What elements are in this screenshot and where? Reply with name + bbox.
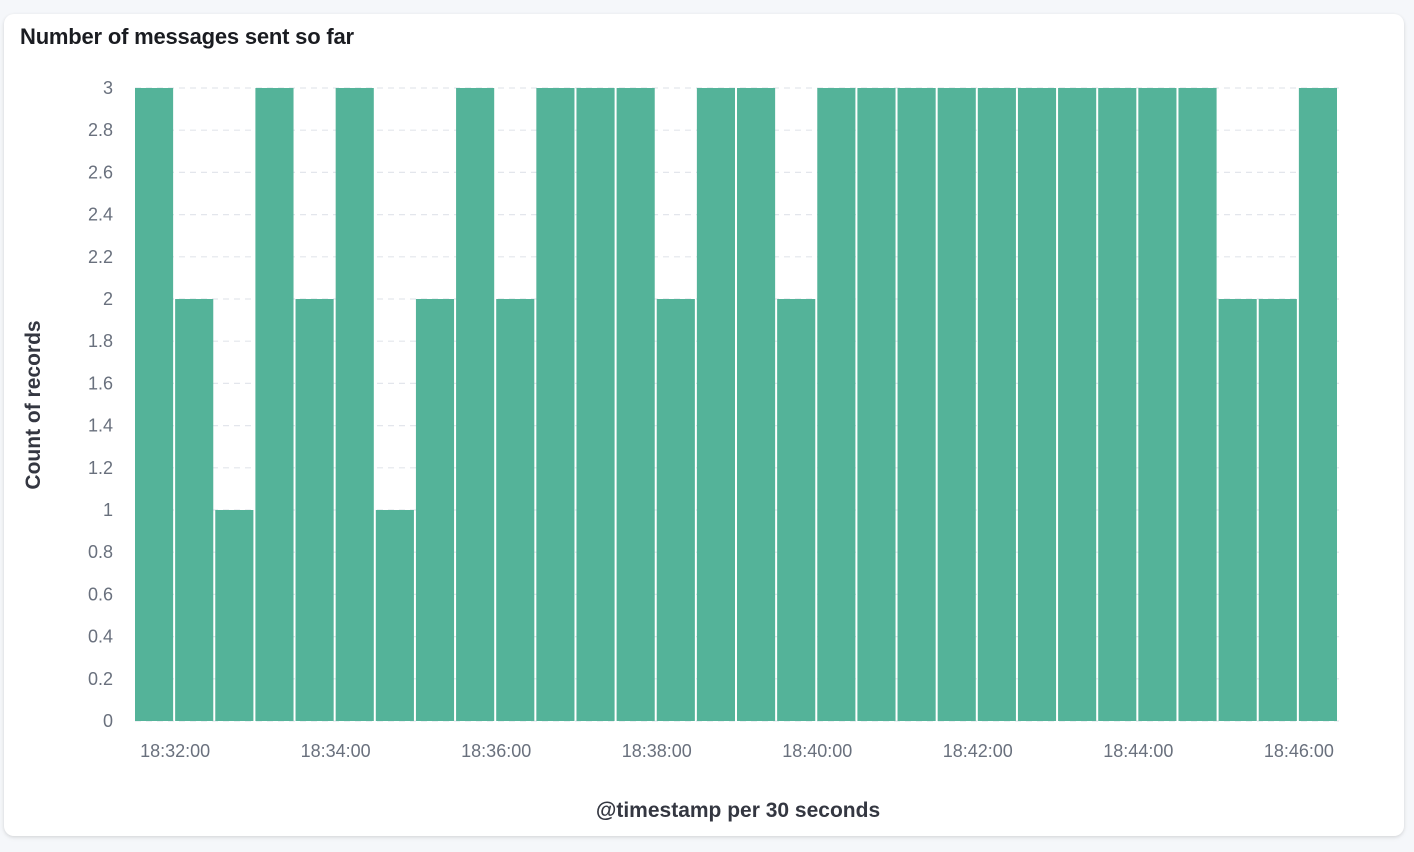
- y-tick-label: 1.6: [88, 373, 113, 393]
- bar[interactable]: [817, 88, 856, 721]
- y-tick-label: 2.8: [88, 120, 113, 140]
- y-tick-label: 0.2: [88, 669, 113, 689]
- bar[interactable]: [897, 88, 936, 721]
- x-tick-label: 18:44:00: [1103, 741, 1173, 761]
- y-tick-label: 0.6: [88, 584, 113, 604]
- x-tick-label: 18:46:00: [1264, 741, 1334, 761]
- bar[interactable]: [1017, 88, 1057, 721]
- bar[interactable]: [977, 88, 1016, 721]
- y-axis-title: Count of records: [22, 320, 45, 489]
- bar[interactable]: [255, 88, 294, 721]
- x-tick-label: 18:38:00: [622, 741, 692, 761]
- x-tick-label: 18:42:00: [943, 741, 1013, 761]
- bars-group: [135, 88, 1337, 721]
- y-tick-label: 1.4: [88, 416, 113, 436]
- bar[interactable]: [295, 299, 334, 721]
- y-tick-label: 0: [103, 711, 113, 731]
- bar[interactable]: [496, 299, 535, 721]
- x-tick-label: 18:32:00: [140, 741, 210, 761]
- bar[interactable]: [375, 510, 414, 721]
- bar[interactable]: [737, 88, 776, 721]
- y-tick-label: 2: [103, 289, 113, 309]
- bar[interactable]: [135, 88, 174, 721]
- y-tick-label: 1: [103, 500, 113, 520]
- bar[interactable]: [576, 88, 615, 721]
- bar[interactable]: [175, 299, 214, 721]
- bar[interactable]: [415, 299, 455, 721]
- bar[interactable]: [536, 88, 575, 721]
- x-tick-label: 18:40:00: [782, 741, 852, 761]
- bar[interactable]: [937, 88, 976, 721]
- bar[interactable]: [656, 299, 695, 721]
- bar[interactable]: [1058, 88, 1097, 721]
- bar[interactable]: [1218, 299, 1257, 721]
- bar[interactable]: [696, 88, 735, 721]
- y-tick-label: 2.6: [88, 162, 113, 182]
- y-tick-label: 2.2: [88, 247, 113, 267]
- bar[interactable]: [1098, 88, 1137, 721]
- x-tick-label: 18:34:00: [301, 741, 371, 761]
- bar[interactable]: [1298, 88, 1337, 721]
- bar[interactable]: [1138, 88, 1177, 721]
- bar[interactable]: [777, 299, 816, 721]
- bar[interactable]: [215, 510, 254, 721]
- bar[interactable]: [335, 88, 374, 721]
- y-axis: 0 0.2 0.4 0.6 0.8 1 1.2 1.4 1.6 1.8 2 2.2 2.4 2.6 2.8 3: [88, 78, 113, 731]
- bar[interactable]: [857, 88, 896, 721]
- y-tick-label: 1.2: [88, 458, 113, 478]
- y-tick-label: 0.8: [88, 542, 113, 562]
- x-axis: 18:32:00 18:34:00 18:36:00 18:38:00 18:40:00…: [140, 741, 1334, 761]
- bar[interactable]: [1178, 88, 1217, 721]
- bar[interactable]: [1258, 299, 1297, 721]
- bar[interactable]: [616, 88, 655, 721]
- x-axis-title: @timestamp per 30 seconds: [596, 799, 880, 822]
- panel-title: Number of messages sent so far: [20, 24, 354, 49]
- y-tick-label: 0.4: [88, 627, 113, 647]
- y-tick-label: 1.8: [88, 331, 113, 351]
- bar[interactable]: [456, 88, 495, 721]
- x-tick-label: 18:36:00: [461, 741, 531, 761]
- y-tick-label: 3: [103, 78, 113, 98]
- y-tick-label: 2.4: [88, 205, 113, 225]
